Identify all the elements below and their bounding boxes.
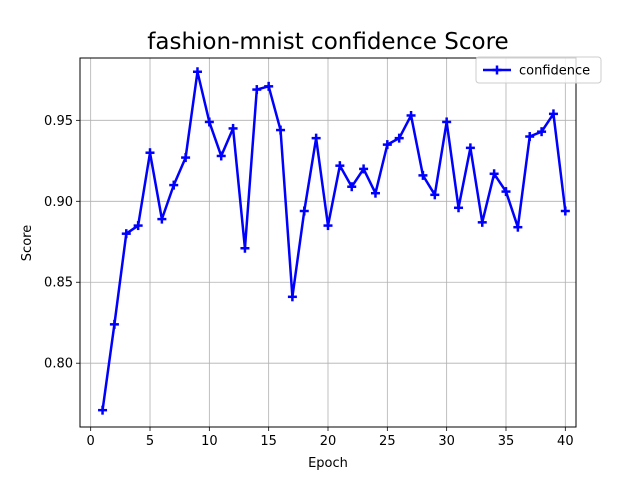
- x-tick-label: 30: [438, 434, 455, 449]
- data-point: [287, 292, 297, 302]
- data-point: [382, 140, 392, 150]
- data-point: [418, 170, 428, 180]
- data-point: [347, 182, 357, 192]
- data-point: [370, 188, 380, 198]
- data-point: [465, 143, 475, 153]
- data-point: [299, 206, 309, 216]
- x-tick-label: 5: [146, 434, 154, 449]
- x-tick-label: 35: [498, 434, 515, 449]
- x-tick-label: 15: [260, 434, 277, 449]
- data-point: [525, 132, 535, 142]
- data-point: [501, 187, 511, 197]
- data-point: [513, 222, 523, 232]
- x-tick-label: 40: [557, 434, 574, 449]
- series-group: [98, 67, 570, 415]
- x-tick-label: 25: [379, 434, 396, 449]
- data-point: [145, 148, 155, 158]
- data-point: [98, 405, 108, 415]
- legend-box: [475, 56, 602, 84]
- data-point: [181, 153, 191, 163]
- data-point: [133, 221, 143, 231]
- y-tick-label: 0.95: [44, 114, 73, 129]
- series-line-confidence: [101, 70, 567, 411]
- data-point: [157, 214, 167, 224]
- data-point: [169, 180, 179, 190]
- data-point: [560, 206, 570, 216]
- x-tick-label: 0: [87, 434, 95, 449]
- y-tick-label: 0.80: [44, 357, 73, 372]
- data-point: [454, 203, 464, 213]
- legend-plus-marker: [492, 65, 502, 75]
- data-point: [264, 81, 274, 91]
- x-axis-label: Epoch: [308, 456, 348, 471]
- x-tick-label: 10: [201, 434, 218, 449]
- data-point: [204, 117, 214, 127]
- data-point: [394, 133, 404, 143]
- legend: confidence: [475, 56, 602, 84]
- y-tick-label: 0.90: [44, 195, 73, 210]
- data-point: [537, 127, 547, 137]
- data-point: [228, 123, 238, 133]
- data-point: [252, 85, 262, 95]
- data-point: [323, 221, 333, 231]
- data-point: [335, 161, 345, 171]
- legend-label: confidence: [519, 64, 590, 79]
- data-point: [109, 319, 119, 329]
- x-tick-label: 20: [320, 434, 337, 449]
- data-point: [311, 133, 321, 143]
- y-tick-label: 0.85: [44, 276, 73, 291]
- data-point: [406, 110, 416, 120]
- data-point: [477, 217, 487, 227]
- data-point: [489, 169, 499, 179]
- data-point: [192, 67, 202, 77]
- y-axis-label: Score: [20, 225, 35, 261]
- y-axis-ticks: 0.80 0.85 0.90 0.95: [44, 114, 80, 372]
- data-point: [121, 229, 131, 239]
- data-point: [442, 117, 452, 127]
- data-point: [548, 109, 558, 119]
- data-point: [240, 243, 250, 253]
- data-point: [430, 190, 440, 200]
- data-point: [359, 164, 369, 174]
- data-point: [276, 125, 286, 135]
- chart-title: fashion-mnist confidence Score: [147, 29, 508, 55]
- x-axis-ticks: 0 5 10 15 20 25 30 35 40: [87, 427, 574, 449]
- legend-marker: [492, 65, 502, 75]
- data-point: [216, 151, 226, 161]
